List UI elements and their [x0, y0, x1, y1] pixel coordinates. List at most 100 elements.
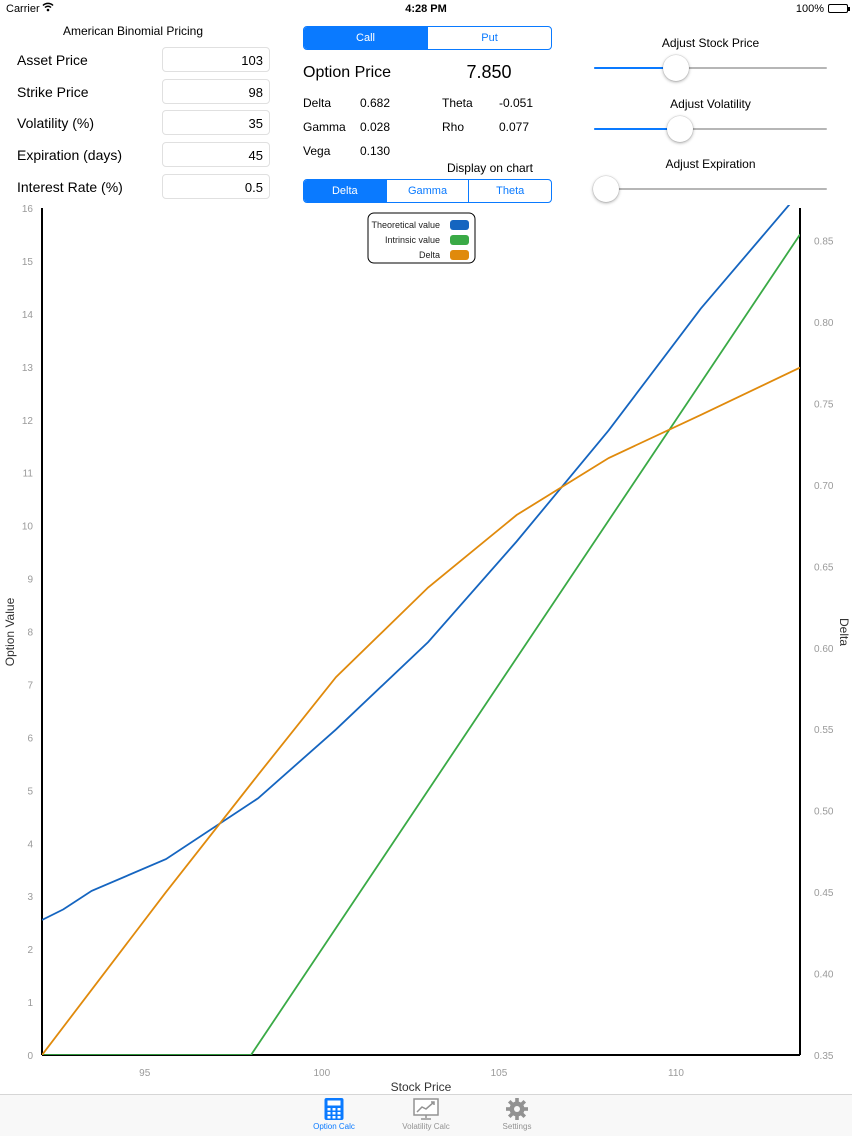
y2-tick-label: 0.80 — [814, 318, 834, 329]
tab-volatility-calc[interactable]: Volatility Calc — [391, 1097, 461, 1131]
y-tick-label: 8 — [27, 628, 33, 639]
legend-label: Theoretical value — [371, 220, 440, 230]
delta-line — [42, 366, 800, 1055]
battery-percent: 100% — [795, 3, 824, 15]
battery-icon — [828, 4, 850, 13]
status-time: 4:28 PM — [405, 3, 447, 15]
tab-option-calc[interactable]: Option Calc — [299, 1097, 369, 1131]
volatility-row: Volatility (%) 35 — [17, 110, 270, 136]
chart-monitor-icon — [413, 1098, 439, 1120]
y-tick-label: 11 — [23, 469, 34, 480]
expiration-row: Expiration (days) 45 — [17, 142, 270, 168]
delta-segment[interactable]: Delta — [304, 180, 386, 202]
x-tick-label: 95 — [139, 1068, 151, 1079]
rho-value: 0.077 — [499, 120, 530, 134]
y2-tick-label: 0.85 — [814, 237, 834, 248]
y-tick-label: 2 — [27, 945, 33, 956]
call-segment[interactable]: Call — [304, 27, 427, 49]
tab-settings-label: Settings — [502, 1122, 532, 1131]
y-tick-label: 0 — [27, 1051, 33, 1062]
delta-value: 0.682 — [360, 96, 391, 110]
tab-volatility-calc-label: Volatility Calc — [402, 1122, 450, 1131]
y2-tick-label: 0.55 — [814, 725, 834, 736]
y-tick-label: 10 — [22, 522, 34, 533]
strike-price-label: Strike Price — [17, 84, 89, 100]
y-tick-label: 6 — [27, 733, 33, 744]
interest-rate-row: Interest Rate (%) 0.5 — [17, 174, 270, 200]
gamma-value: 0.028 — [360, 120, 391, 134]
wifi-icon — [42, 2, 54, 12]
vega-value: 0.130 — [360, 144, 391, 158]
y2-axis-label: Delta — [837, 618, 851, 646]
calculator-icon — [324, 1098, 344, 1120]
carrier-label: Carrier — [6, 3, 40, 15]
adjust-expiration-label: Adjust Expiration — [665, 157, 756, 171]
x-tick-label: 105 — [491, 1068, 508, 1079]
x-tick-label: 110 — [668, 1068, 684, 1079]
y2-tick-label: 0.65 — [814, 562, 834, 573]
y2-tick-label: 0.70 — [814, 481, 834, 492]
y-axis-label: Option Value — [3, 597, 17, 666]
theta-value: -0.051 — [499, 96, 534, 110]
expiration-field[interactable]: 45 — [162, 142, 270, 167]
gamma-label: Gamma — [303, 120, 346, 134]
x-tick-label: 100 — [313, 1068, 330, 1079]
stock-price-slider[interactable] — [594, 54, 827, 82]
y-tick-label: 7 — [27, 680, 33, 691]
y2-tick-label: 0.45 — [814, 888, 834, 899]
legend-swatch — [450, 250, 469, 260]
legend-swatch — [450, 220, 469, 230]
y-tick-label: 14 — [22, 310, 34, 321]
expiration-label: Expiration (days) — [17, 147, 123, 163]
gear-icon — [506, 1098, 528, 1120]
y-tick-label: 12 — [22, 416, 34, 427]
volatility-label: Volatility (%) — [17, 115, 95, 131]
delta-label: Delta — [303, 96, 332, 110]
chart-display-segmented: Delta Gamma Theta — [303, 179, 552, 203]
asset-price-field[interactable]: 103 — [162, 47, 270, 72]
intrinsic-value-line — [42, 233, 800, 1055]
theta-segment[interactable]: Theta — [468, 180, 551, 202]
option-price-label: Option Price — [303, 64, 392, 81]
y-tick-label: 4 — [27, 839, 33, 850]
interest-rate-field[interactable]: 0.5 — [162, 174, 270, 199]
y2-tick-label: 0.75 — [814, 399, 834, 410]
y-tick-label: 5 — [27, 786, 33, 797]
adjust-volatility-label: Adjust Volatility — [670, 97, 751, 111]
legend-swatch — [450, 235, 469, 245]
y2-tick-label: 0.40 — [814, 970, 834, 981]
put-segment[interactable]: Put — [427, 27, 551, 49]
strike-price-row: Strike Price 98 — [17, 79, 270, 105]
y-tick-label: 9 — [27, 575, 33, 586]
status-bar: Carrier 4:28 PM 100% — [0, 0, 852, 18]
y-tick-label: 3 — [27, 892, 33, 903]
y-tick-label: 1 — [27, 998, 33, 1009]
volatility-slider[interactable] — [594, 115, 827, 143]
tab-bar: Option Calc Volatility Calc — [0, 1094, 852, 1136]
legend-label: Intrinsic value — [385, 235, 440, 245]
option-type-segmented: Call Put — [303, 26, 552, 50]
y2-tick-label: 0.50 — [814, 807, 834, 818]
tab-settings[interactable]: Settings — [482, 1097, 552, 1131]
asset-price-label: Asset Price — [17, 52, 88, 68]
y2-tick-label: 0.60 — [814, 644, 834, 655]
option-price-value: 7.850 — [466, 62, 512, 82]
stock-price-slider-thumb[interactable] — [662, 55, 689, 81]
x-axis-label: Stock Price — [391, 1080, 452, 1094]
expiration-slider-thumb[interactable] — [592, 176, 619, 202]
y-tick-label: 15 — [22, 257, 34, 268]
strike-price-field[interactable]: 98 — [162, 79, 270, 104]
expiration-slider[interactable] — [592, 175, 827, 203]
volatility-field[interactable]: 35 — [162, 110, 270, 135]
theoretical-value-line — [42, 205, 791, 921]
asset-price-row: Asset Price 103 — [17, 47, 270, 73]
y-tick-label: 16 — [22, 205, 34, 215]
rho-label: Rho — [442, 120, 465, 134]
theta-label: Theta — [442, 96, 473, 110]
legend-label: Delta — [419, 250, 440, 260]
volatility-slider-thumb[interactable] — [667, 116, 694, 142]
gamma-segment[interactable]: Gamma — [385, 180, 469, 202]
vega-label: Vega — [303, 144, 331, 158]
adjust-stock-price-label: Adjust Stock Price — [661, 36, 760, 50]
tab-option-calc-label: Option Calc — [313, 1122, 355, 1131]
